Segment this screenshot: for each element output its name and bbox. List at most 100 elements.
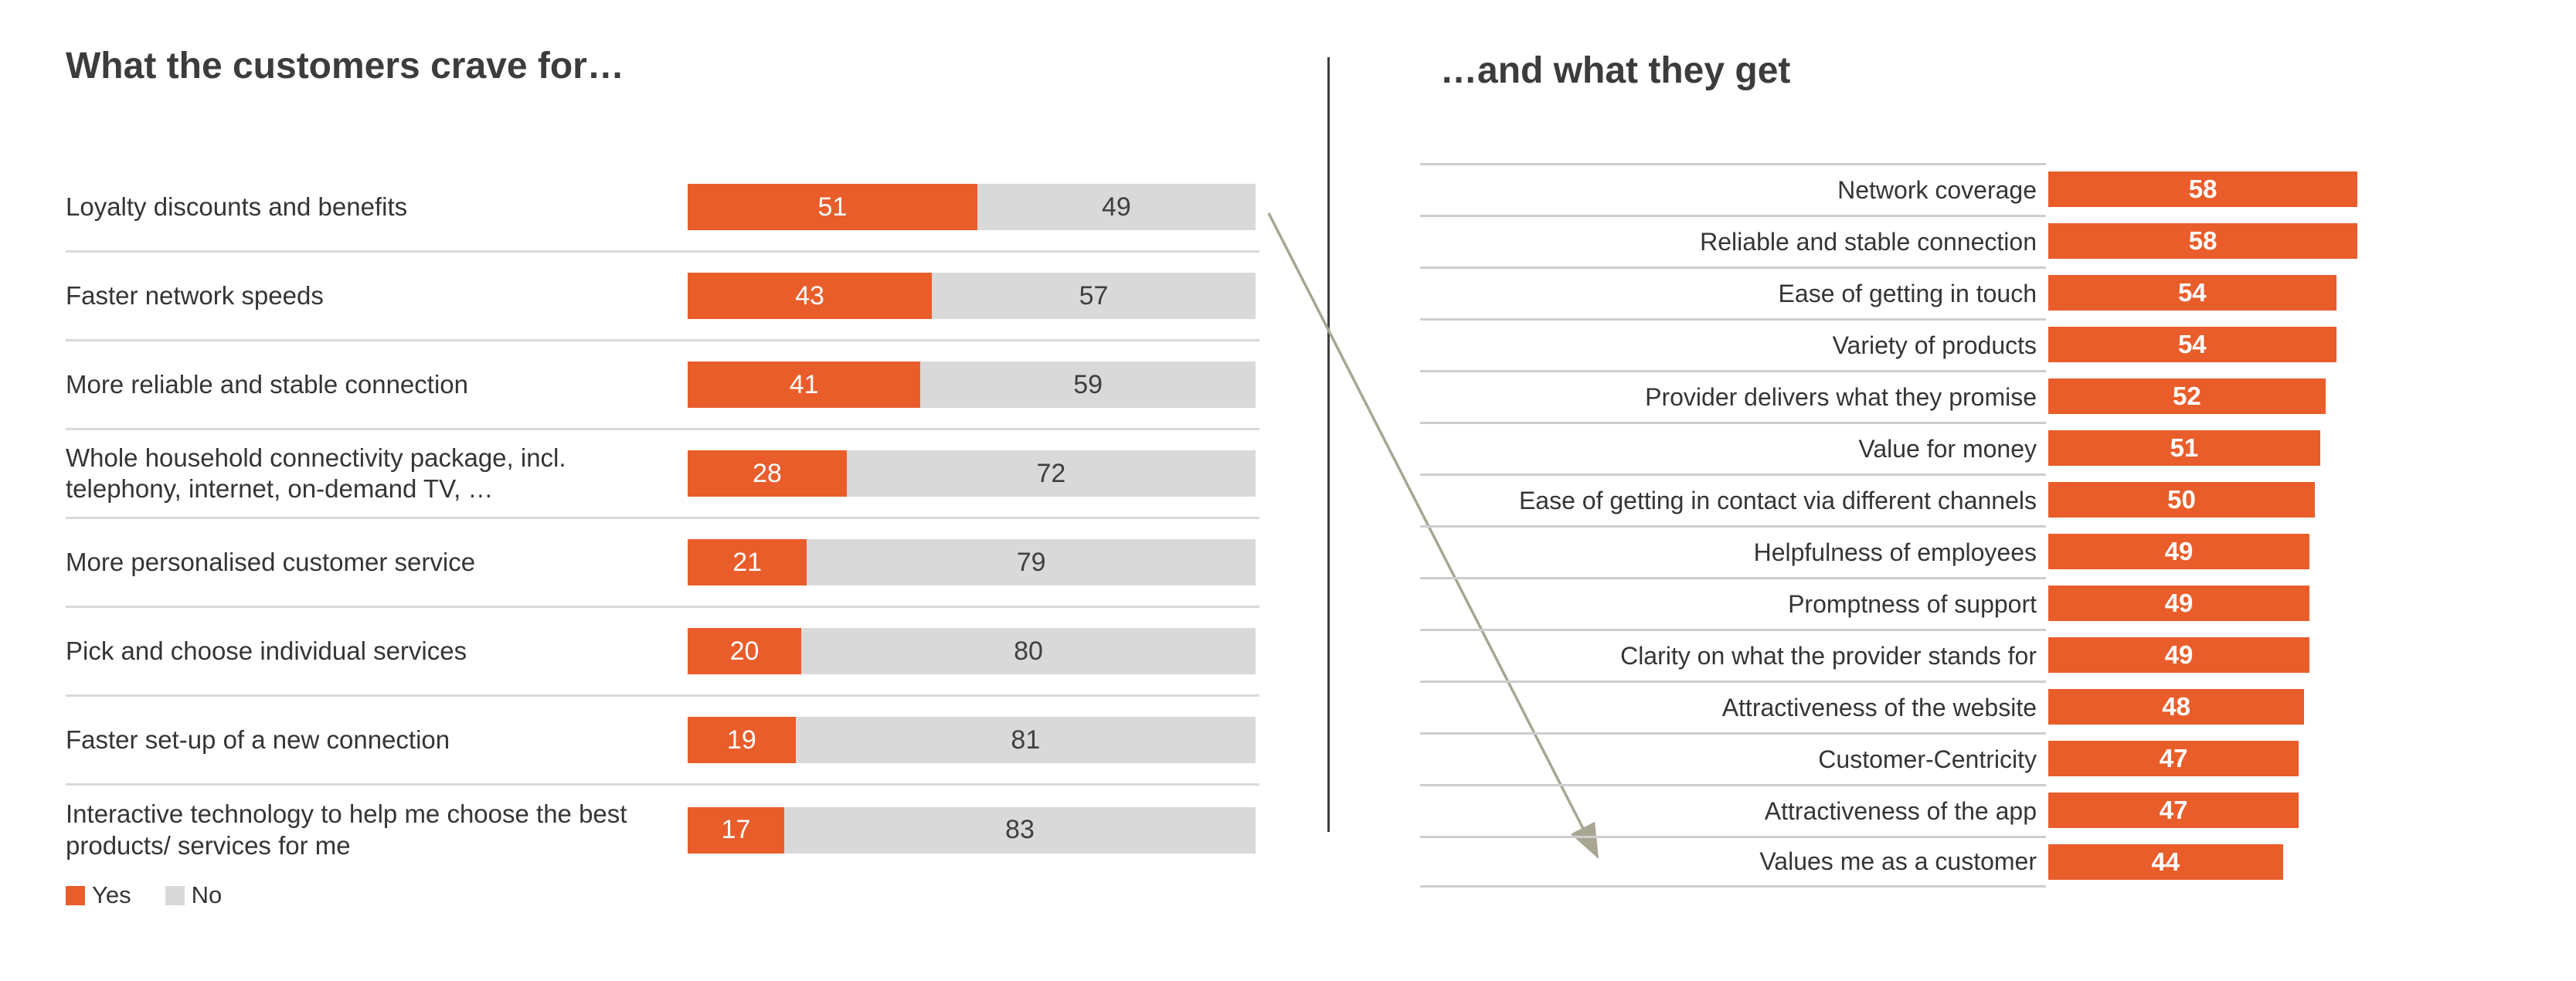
category-label: Reliable and stable connection bbox=[1420, 215, 2046, 266]
no-value-label: 81 bbox=[1011, 725, 1041, 755]
yes-bar-segment: 51 bbox=[688, 184, 977, 230]
chart-row: Provider delivers what they promise 52 bbox=[1420, 370, 2386, 422]
yes-value-label: 17 bbox=[721, 815, 751, 844]
bar-value-label: 44 bbox=[2151, 847, 2180, 876]
legend-swatch-yes bbox=[66, 885, 85, 905]
category-label: Value for money bbox=[1420, 422, 2046, 474]
yes-value-label: 28 bbox=[752, 458, 782, 488]
chart-row: Ease of getting in contact via different… bbox=[1420, 474, 2386, 525]
left-chart-title: What the customers crave for… bbox=[66, 46, 624, 87]
category-label: Attractiveness of the app bbox=[1420, 784, 2046, 836]
category-label: Customer-Centricity bbox=[1420, 732, 2046, 784]
chart-row: Value for money 51 bbox=[1420, 422, 2386, 474]
bar-value-label: 54 bbox=[2177, 329, 2207, 358]
legend-label: Yes bbox=[92, 881, 131, 908]
yes-bar-segment: 41 bbox=[688, 362, 921, 408]
chart-row: Reliable and stable connection 58 bbox=[1420, 215, 2386, 266]
bar-value-label: 58 bbox=[2188, 174, 2217, 203]
yes-value-label: 21 bbox=[732, 547, 763, 577]
no-bar-segment: 81 bbox=[795, 717, 1256, 763]
yes-bar-segment: 43 bbox=[688, 273, 933, 319]
bar-value-label: 47 bbox=[2159, 743, 2188, 772]
bar-value-label: 49 bbox=[2164, 588, 2194, 617]
yes-value-label: 19 bbox=[726, 725, 756, 755]
no-value-label: 57 bbox=[1079, 280, 1109, 311]
chart-row: Pick and choose individual services 20 80 bbox=[66, 608, 1259, 697]
category-label: Helpfulness of employees bbox=[1420, 525, 2046, 577]
bar-value-label: 49 bbox=[2164, 536, 2194, 565]
category-label: Whole household connectivity package, in… bbox=[66, 443, 566, 503]
right-chart-title: …and what they get bbox=[1440, 50, 1791, 91]
category-label: Faster set-up of a new connection bbox=[66, 725, 450, 754]
chart-row: Clarity on what the provider stands for 4… bbox=[1420, 629, 2386, 681]
category-label: Faster network speeds bbox=[66, 280, 324, 310]
yes-bar-segment: 20 bbox=[688, 628, 801, 674]
chart-row: More reliable and stable connection 41 59 bbox=[66, 341, 1259, 430]
value-bar: 44 bbox=[2048, 844, 2283, 880]
category-label: Attractiveness of the website bbox=[1420, 681, 2046, 732]
no-bar-segment: 49 bbox=[977, 184, 1256, 230]
no-bar-segment: 80 bbox=[801, 628, 1256, 674]
chart-row: Attractiveness of the app 47 bbox=[1420, 784, 2386, 836]
yes-bar-segment: 17 bbox=[688, 806, 784, 854]
category-label: Clarity on what the provider stands for bbox=[1420, 629, 2046, 681]
category-label: Ease of getting in contact via different… bbox=[1420, 474, 2046, 525]
chart-row: Variety of products 54 bbox=[1420, 318, 2386, 370]
chart-row: Attractiveness of the website 48 bbox=[1420, 681, 2386, 732]
yes-bar-segment: 19 bbox=[688, 717, 796, 763]
chart-row: Helpfulness of employees 49 bbox=[1420, 525, 2386, 577]
stacked-bar-track: 17 83 bbox=[688, 806, 1256, 854]
category-label: Network coverage bbox=[1420, 163, 2046, 215]
chart-row: Whole household connectivity package, in… bbox=[66, 430, 1259, 519]
chart-row: Ease of getting in touch 54 bbox=[1420, 266, 2386, 318]
bar-value-label: 51 bbox=[2170, 433, 2199, 462]
category-label: More personalised customer service bbox=[66, 547, 476, 576]
value-bar: 52 bbox=[2048, 378, 2326, 414]
bar-value-label: 58 bbox=[2188, 226, 2217, 255]
no-bar-segment: 79 bbox=[807, 539, 1256, 586]
no-value-label: 59 bbox=[1073, 369, 1103, 399]
yes-value-label: 41 bbox=[789, 369, 819, 399]
value-bar: 58 bbox=[2048, 222, 2358, 259]
yes-value-label: 51 bbox=[817, 192, 848, 222]
value-bar: 51 bbox=[2048, 429, 2320, 466]
value-bar: 49 bbox=[2048, 533, 2310, 569]
value-bar: 54 bbox=[2048, 326, 2336, 362]
chart-row: Faster set-up of a new connection 19 81 bbox=[66, 697, 1259, 786]
section-divider-line bbox=[1327, 57, 1330, 832]
legend-label: No bbox=[191, 881, 223, 908]
no-value-label: 79 bbox=[1016, 547, 1046, 577]
right-chart-rows: Network coverage 58 Reliable and stable co… bbox=[1420, 163, 2386, 888]
chart-row: Network coverage 58 bbox=[1420, 163, 2386, 215]
value-bar: 49 bbox=[2048, 585, 2310, 621]
stacked-bar-track: 20 80 bbox=[688, 628, 1256, 674]
bar-value-label: 54 bbox=[2177, 277, 2207, 307]
chart-row: Customer-Centricity 47 bbox=[1420, 732, 2386, 784]
category-label: Variety of products bbox=[1420, 318, 2046, 370]
yes-bar-segment: 21 bbox=[688, 539, 807, 586]
left-chart-rows: Loyalty discounts and benefits 51 49 Faster… bbox=[66, 164, 1259, 874]
chart-row: Faster network speeds 43 57 bbox=[66, 253, 1259, 341]
category-label: Provider delivers what they promise bbox=[1420, 370, 2046, 422]
chart-row: Promptness of support 49 bbox=[1420, 577, 2386, 629]
stacked-bar-track: 19 81 bbox=[688, 717, 1256, 763]
legend-swatch-no bbox=[165, 885, 185, 905]
category-label: Promptness of support bbox=[1420, 577, 2046, 629]
legend-item-no: No bbox=[165, 881, 223, 909]
bar-value-label: 47 bbox=[2159, 795, 2188, 824]
no-bar-segment: 59 bbox=[920, 362, 1256, 408]
chart-row: More personalised customer service 21 79 bbox=[66, 519, 1259, 608]
value-bar: 47 bbox=[2048, 792, 2299, 828]
bar-value-label: 48 bbox=[2162, 691, 2190, 721]
category-label: Pick and choose individual services bbox=[66, 636, 467, 665]
category-label: Interactive technology to help me choose… bbox=[66, 799, 627, 860]
no-value-label: 83 bbox=[1005, 815, 1035, 844]
bar-value-label: 50 bbox=[2167, 484, 2196, 514]
value-bar: 54 bbox=[2048, 274, 2336, 311]
value-bar: 48 bbox=[2048, 688, 2305, 725]
no-bar-segment: 57 bbox=[932, 273, 1256, 319]
stacked-bar-track: 41 59 bbox=[688, 362, 1256, 408]
bar-value-label: 49 bbox=[2164, 640, 2194, 669]
stacked-bar-track: 28 72 bbox=[688, 450, 1256, 497]
value-bar: 49 bbox=[2048, 636, 2310, 673]
